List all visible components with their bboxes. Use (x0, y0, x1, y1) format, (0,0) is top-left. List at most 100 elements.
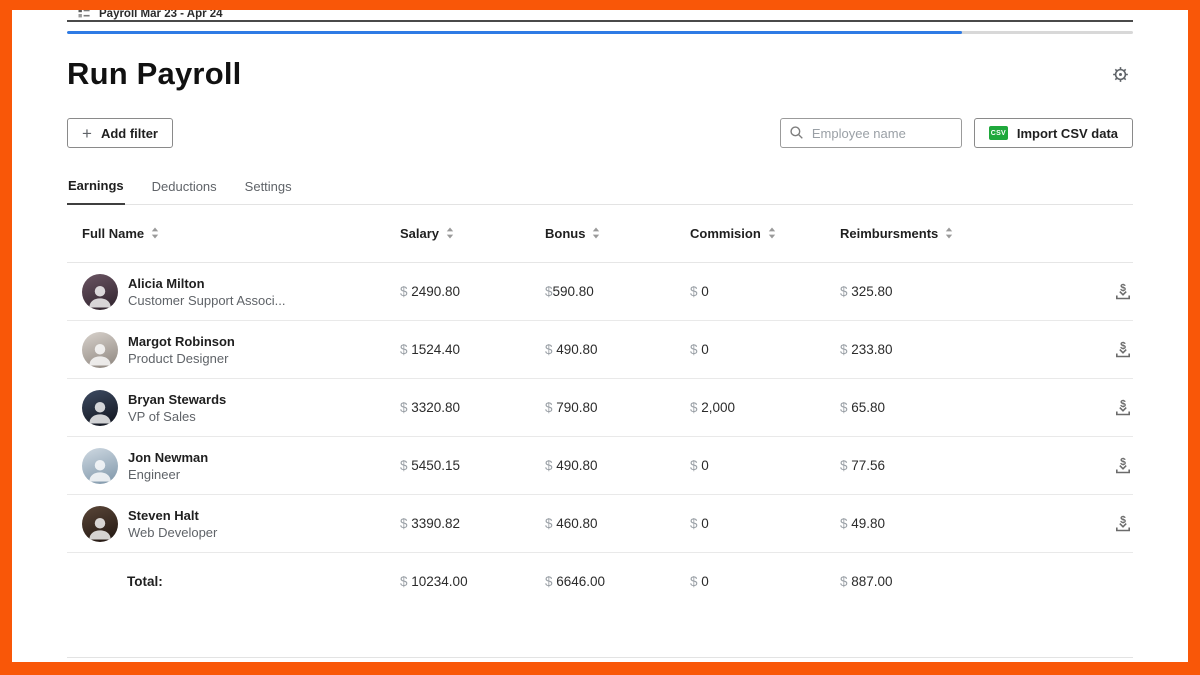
commission-cell: $ 2,000 (690, 400, 736, 415)
person-icon (89, 401, 111, 423)
column-sort-button[interactable]: Full Name (82, 226, 159, 241)
table-header: Full Name Salary Bonus Commision (67, 205, 1133, 263)
document-tab-strip: Payroll Mar 23 - Apr 24 (67, 10, 1133, 22)
sort-icon (446, 227, 454, 239)
column-sort-button[interactable]: Reimbursments (840, 226, 953, 241)
employee-name: Bryan Stewards (128, 391, 227, 407)
reimbursement-cell: $ 49.80 (840, 516, 886, 531)
total-salary: $ 10234.00 (400, 573, 468, 589)
salary-cell: $ 3390.82 (400, 516, 461, 531)
employee-name: Jon Newman (128, 449, 209, 465)
person-icon (89, 343, 111, 365)
csv-icon: CSV (988, 126, 1008, 140)
download-pay-button[interactable]: $ (1113, 455, 1133, 476)
table-row[interactable]: Jon Newman Engineer $ 5450.15 $ 490.80 $… (67, 437, 1133, 495)
employee-search (779, 118, 962, 148)
column-label: Full Name (82, 225, 145, 241)
svg-text:$: $ (1120, 340, 1126, 352)
download-pay-button[interactable]: $ (1113, 397, 1133, 418)
sort-icon (593, 227, 600, 239)
download-dollar-icon: $ (1116, 513, 1130, 531)
download-dollar-icon: $ (1116, 339, 1130, 357)
table-row[interactable]: Steven Halt Web Developer $ 3390.82 $ 46… (67, 495, 1133, 553)
salary-cell: $ 1524.40 (400, 342, 461, 357)
total-bonus: $ 6646.00 (545, 573, 606, 589)
total-row: Total: $ 10234.00 $ 6646.00 $ 0 $ 887.00 (67, 553, 1133, 609)
tab-settings[interactable]: Settings (244, 178, 293, 204)
column-label: Commision (690, 225, 761, 241)
column-sort-button[interactable]: Bonus (545, 226, 600, 241)
svg-text:$: $ (1120, 514, 1126, 526)
tab-deductions[interactable]: Deductions (151, 178, 218, 204)
reimbursement-cell: $ 65.80 (840, 400, 886, 415)
commission-cell: $ 0 (690, 284, 709, 299)
employee-title: Web Developer (128, 524, 218, 540)
person-icon (89, 285, 111, 307)
reimbursement-cell: $ 77.56 (840, 458, 886, 473)
employee-title: Customer Support Associ... (128, 292, 286, 308)
employee-name: Margot Robinson (128, 333, 235, 349)
download-dollar-icon: $ (1116, 397, 1130, 415)
download-dollar-icon: $ (1116, 281, 1130, 299)
table-row[interactable]: Alicia Milton Customer Support Associ...… (67, 263, 1133, 321)
commission-cell: $ 0 (690, 342, 709, 357)
table-row[interactable]: Margot Robinson Product Designer $ 1524.… (67, 321, 1133, 379)
avatar (82, 273, 118, 310)
add-filter-label: Add filter (100, 125, 158, 141)
sort-icon (946, 227, 953, 239)
payroll-app-window: Payroll Mar 23 - Apr 24 Run Payroll + Ad… (12, 10, 1188, 662)
person-icon (89, 459, 111, 481)
commission-cell: $ 0 (690, 458, 709, 473)
search-input[interactable] (779, 118, 962, 148)
footer-divider (67, 657, 1133, 658)
total-label: Total: (127, 573, 163, 589)
salary-cell: $ 3320.80 (400, 400, 461, 415)
salary-cell: $ 5450.15 (400, 458, 461, 473)
import-csv-button[interactable]: CSV Import CSV data (973, 118, 1133, 148)
svg-text:$: $ (1120, 456, 1126, 468)
import-csv-label: Import CSV data (1016, 125, 1118, 141)
settings-gear-button[interactable] (1108, 62, 1133, 87)
column-sort-button[interactable]: Commision (690, 226, 776, 241)
svg-text:$: $ (1120, 282, 1126, 294)
column-sort-button[interactable]: Salary (400, 226, 454, 241)
table-row[interactable]: Bryan Stewards VP of Sales $ 3320.80 $ 7… (67, 379, 1133, 437)
avatar (82, 505, 118, 542)
column-label: Bonus (545, 225, 586, 241)
download-pay-button[interactable]: $ (1113, 339, 1133, 360)
download-pay-button[interactable]: $ (1113, 513, 1133, 534)
commission-cell: $ 0 (690, 516, 709, 531)
column-label: Reimbursments (840, 225, 939, 241)
list-icon (78, 10, 90, 20)
bonus-cell: $ 490.80 (545, 458, 598, 473)
svg-text:$: $ (1120, 398, 1126, 410)
document-tab-label[interactable]: Payroll Mar 23 - Apr 24 (99, 10, 223, 20)
plus-icon: + (82, 123, 92, 143)
download-dollar-icon: $ (1116, 455, 1130, 473)
add-filter-button[interactable]: + Add filter (67, 118, 173, 148)
avatar (82, 447, 118, 484)
search-icon (790, 126, 803, 139)
gear-icon (1113, 66, 1128, 82)
bonus-cell: $ 460.80 (545, 516, 598, 531)
page-title: Run Payroll (67, 56, 242, 91)
employee-title: VP of Sales (128, 408, 196, 424)
tab-earnings[interactable]: Earnings (67, 178, 125, 205)
person-icon (89, 517, 111, 539)
total-reimbursement: $ 887.00 (840, 573, 893, 589)
progress-bar (67, 31, 1133, 34)
total-commission: $ 0 (690, 573, 709, 589)
employee-title: Product Designer (128, 350, 229, 366)
avatar (82, 331, 118, 368)
reimbursement-cell: $ 325.80 (840, 284, 893, 299)
reimbursement-cell: $ 233.80 (840, 342, 893, 357)
bonus-cell: $590.80 (545, 284, 594, 299)
employee-name: Alicia Milton (128, 275, 205, 291)
employee-title: Engineer (128, 466, 181, 482)
employee-name: Steven Halt (128, 507, 199, 523)
bonus-cell: $ 490.80 (545, 342, 598, 357)
download-pay-button[interactable]: $ (1113, 281, 1133, 302)
avatar (82, 389, 118, 426)
table-body: Alicia Milton Customer Support Associ...… (67, 263, 1133, 553)
sort-icon (151, 227, 159, 239)
